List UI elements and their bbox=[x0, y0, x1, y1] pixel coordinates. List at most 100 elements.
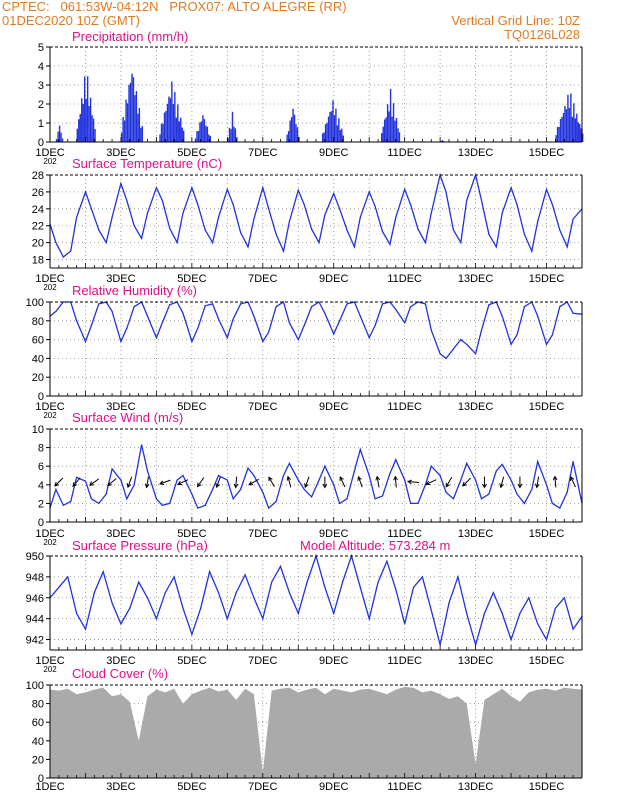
y-tick-label: 40 bbox=[32, 736, 44, 748]
x-tick-label: 11DEC bbox=[387, 781, 422, 793]
header-model-id: TQ0126L028 bbox=[504, 27, 580, 42]
temp-point bbox=[537, 220, 539, 223]
precip-bar bbox=[137, 113, 139, 142]
precip-bar bbox=[342, 135, 345, 142]
rh-point bbox=[262, 340, 264, 343]
x-tick-label: 5DEC bbox=[177, 273, 206, 285]
precip-bar bbox=[228, 127, 231, 142]
x-tick-label: 1DEC bbox=[35, 147, 64, 159]
precip-bar bbox=[389, 88, 392, 142]
wind-arrow bbox=[500, 476, 505, 488]
wind-point bbox=[359, 448, 361, 451]
x-tick-label: 9DEC bbox=[319, 273, 348, 285]
temp-line bbox=[49, 172, 583, 259]
temp-point bbox=[90, 208, 92, 210]
wind-arrow-head bbox=[72, 482, 77, 488]
rh-point bbox=[146, 315, 149, 317]
x-tick-label: 3DEC bbox=[106, 655, 135, 667]
temp-point bbox=[417, 228, 419, 230]
rh-point bbox=[424, 303, 426, 305]
y-tick-label: 80 bbox=[32, 699, 44, 711]
wind-arrow bbox=[462, 477, 471, 487]
temp-point bbox=[501, 212, 503, 214]
wind-point bbox=[409, 502, 412, 504]
x-tick-label: 7DEC bbox=[248, 401, 277, 413]
wind-arrow-head bbox=[322, 483, 328, 489]
y-tick-label: 10 bbox=[32, 424, 44, 436]
pressure-point bbox=[572, 628, 574, 630]
temp-point bbox=[310, 228, 313, 230]
rh-point bbox=[288, 322, 290, 324]
rh-point bbox=[445, 357, 447, 359]
wind-arrow bbox=[72, 477, 81, 487]
wind-point bbox=[353, 470, 356, 472]
wind-point bbox=[62, 504, 64, 506]
wind-point bbox=[303, 488, 305, 491]
y-tick-label: 0 bbox=[38, 137, 44, 149]
rh-point bbox=[111, 310, 113, 312]
wind-arrow bbox=[89, 478, 100, 486]
y-tick-label: 3 bbox=[38, 80, 44, 92]
temp-point bbox=[70, 250, 72, 252]
pressure-point bbox=[545, 638, 548, 641]
temp-point bbox=[253, 218, 255, 220]
rh-point bbox=[191, 340, 193, 343]
wind-point bbox=[169, 502, 171, 504]
wind-point bbox=[105, 493, 107, 495]
rh-point bbox=[324, 312, 326, 314]
temp-point bbox=[551, 203, 554, 206]
pressure-point bbox=[466, 612, 468, 615]
precip-bar bbox=[92, 118, 95, 142]
rh-point bbox=[404, 322, 406, 324]
y-tick-label: 20 bbox=[32, 372, 44, 384]
pressure-point bbox=[200, 607, 202, 609]
precip-bar bbox=[580, 128, 582, 142]
x-tick-label: 7DEC bbox=[248, 528, 277, 540]
wind-point bbox=[197, 507, 199, 509]
wind-arrow-head bbox=[286, 475, 292, 481]
temp-point bbox=[191, 187, 193, 189]
y-tick-label: 80 bbox=[32, 316, 44, 328]
temp-point bbox=[240, 231, 242, 234]
y-tick-label: 0 bbox=[38, 773, 44, 785]
x-tick-label: 3DEC bbox=[106, 273, 135, 285]
wind-arrow-head bbox=[159, 480, 165, 485]
x-tick-label: 15DEC bbox=[529, 528, 565, 540]
pressure-point bbox=[501, 612, 503, 615]
temp-point bbox=[324, 214, 326, 216]
precip-bar bbox=[326, 122, 328, 142]
y-tick-label: 18 bbox=[32, 255, 44, 267]
temp-point bbox=[155, 187, 157, 189]
wind-arrow bbox=[536, 476, 540, 488]
precip-bar bbox=[128, 84, 130, 142]
precip-bar bbox=[91, 115, 93, 142]
wind-arrow bbox=[107, 478, 117, 486]
x-tick-label: 15DEC bbox=[529, 781, 565, 793]
rh-point bbox=[545, 343, 548, 345]
pressure-point bbox=[457, 576, 459, 578]
x-tick-label: 1DEC bbox=[35, 528, 64, 540]
y-tick-label: 60 bbox=[32, 335, 44, 347]
plot-area bbox=[50, 556, 582, 650]
wind-arrow-head bbox=[445, 482, 450, 488]
precip-bar bbox=[180, 117, 182, 142]
wind-arrow-head bbox=[54, 481, 59, 487]
wind-point bbox=[445, 491, 447, 493]
rh-point bbox=[240, 303, 242, 305]
precip-bar bbox=[562, 112, 565, 142]
wind-point bbox=[537, 460, 539, 463]
wind-arrow-head bbox=[339, 476, 344, 482]
temp-point bbox=[409, 203, 412, 206]
y-tick-label: 950 bbox=[26, 551, 44, 563]
precip-bar bbox=[582, 133, 584, 142]
wind-arrow bbox=[304, 476, 310, 488]
rh-point bbox=[204, 305, 206, 307]
temp-point bbox=[452, 229, 455, 231]
wind-point bbox=[98, 502, 100, 504]
wind-arrow bbox=[197, 477, 205, 487]
precip-bar bbox=[89, 97, 92, 142]
wind-point bbox=[155, 498, 157, 500]
temp-title: Surface Temperature (nC) bbox=[72, 156, 222, 171]
x-tick-label: 13DEC bbox=[458, 528, 494, 540]
pressure-point bbox=[395, 588, 397, 591]
